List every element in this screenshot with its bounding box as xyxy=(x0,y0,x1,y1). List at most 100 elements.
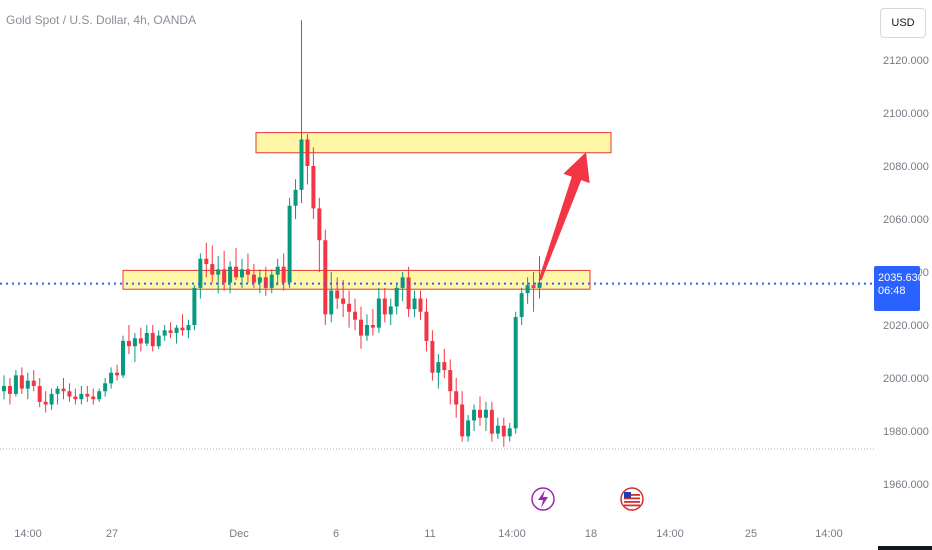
candle-body xyxy=(240,269,244,278)
candle-body xyxy=(483,409,488,418)
candle-body xyxy=(406,277,411,310)
candle xyxy=(67,383,72,402)
candle xyxy=(460,391,465,442)
candle-body xyxy=(507,428,512,437)
candle-body xyxy=(162,330,167,336)
candle-body xyxy=(103,383,108,392)
candle-body xyxy=(31,380,36,386)
candle-body xyxy=(91,396,96,400)
candle-body xyxy=(210,264,215,275)
candle xyxy=(55,385,60,405)
lightning-icon xyxy=(531,487,555,511)
candle xyxy=(359,306,363,349)
candle-body xyxy=(37,385,42,402)
candle-body xyxy=(388,306,393,315)
scroll-handle[interactable] xyxy=(878,546,932,550)
y-tick-label: 1960.000 xyxy=(883,479,929,491)
candle-body xyxy=(323,240,328,315)
x-tick-label: 6 xyxy=(333,528,339,540)
candle-body xyxy=(495,425,500,434)
candle-body xyxy=(67,391,72,397)
candle xyxy=(37,378,42,408)
candle-body xyxy=(430,340,435,373)
candle xyxy=(388,298,393,325)
lightning-icon-bolt xyxy=(538,490,548,508)
candle-body xyxy=(204,258,209,265)
candle xyxy=(311,147,316,219)
candle-body xyxy=(382,298,387,315)
candle-body xyxy=(299,139,304,190)
us-flag-stripe xyxy=(624,501,640,503)
x-tick-label: 14:00 xyxy=(656,528,684,540)
bar-countdown: 06:48 xyxy=(878,285,906,297)
candle xyxy=(299,20,304,204)
candle-body xyxy=(79,393,84,400)
candle xyxy=(478,396,482,426)
candle xyxy=(216,256,221,294)
candle-body xyxy=(13,375,18,394)
x-tick-label: 27 xyxy=(106,528,118,540)
candle-body xyxy=(192,287,197,325)
candle xyxy=(19,367,24,394)
candle-body xyxy=(49,393,54,405)
candle xyxy=(109,367,114,389)
candle-body xyxy=(25,380,30,389)
candle xyxy=(222,250,227,291)
candle xyxy=(501,417,506,447)
candle-body xyxy=(472,409,477,421)
candle-body xyxy=(138,338,143,344)
candle-body xyxy=(281,266,286,283)
candle-body xyxy=(115,372,120,376)
candle-body xyxy=(531,285,536,288)
candle xyxy=(394,282,399,315)
candle-body xyxy=(353,311,358,320)
candle xyxy=(495,417,500,439)
candle xyxy=(376,287,381,333)
candle xyxy=(472,404,477,431)
candle-body xyxy=(19,375,24,389)
candle xyxy=(198,253,203,299)
candle xyxy=(305,134,310,185)
x-tick-label: 14:00 xyxy=(498,528,526,540)
candle xyxy=(43,391,48,413)
y-tick-label: 2060.000 xyxy=(883,214,929,226)
candle xyxy=(85,385,90,402)
y-tick-label: 2000.000 xyxy=(883,373,929,385)
candle xyxy=(121,335,125,378)
candle-body xyxy=(442,362,447,371)
candle xyxy=(180,314,185,336)
candle xyxy=(49,388,54,410)
candle-body xyxy=(61,388,66,392)
candle xyxy=(138,327,143,352)
candle xyxy=(317,197,322,272)
candle xyxy=(228,261,233,294)
candle xyxy=(448,359,453,405)
currency-button[interactable]: USD xyxy=(880,8,926,38)
candle xyxy=(79,385,84,405)
candle xyxy=(61,378,66,400)
us-flag-icon xyxy=(620,487,644,511)
candle xyxy=(364,314,369,341)
candle xyxy=(186,319,191,339)
candle-body xyxy=(335,290,340,299)
candle-body xyxy=(525,285,530,294)
candle-body xyxy=(216,269,221,275)
x-tick-label: 18 xyxy=(585,528,597,540)
candle-body xyxy=(55,388,60,394)
candle xyxy=(489,401,494,442)
candle-body xyxy=(478,409,482,418)
candle-body xyxy=(513,317,518,429)
candle xyxy=(323,229,328,325)
candle-body xyxy=(85,393,90,397)
candle xyxy=(513,311,518,434)
candle xyxy=(210,245,215,283)
candle xyxy=(436,354,441,389)
symbol-title[interactable]: Gold Spot / U.S. Dollar, 4h, OANDA xyxy=(6,13,197,27)
candle-body xyxy=(121,340,125,376)
candle xyxy=(132,332,137,363)
candle-body xyxy=(501,425,506,437)
candle-body xyxy=(347,303,352,312)
candle xyxy=(240,258,244,288)
candle-body xyxy=(245,269,250,275)
